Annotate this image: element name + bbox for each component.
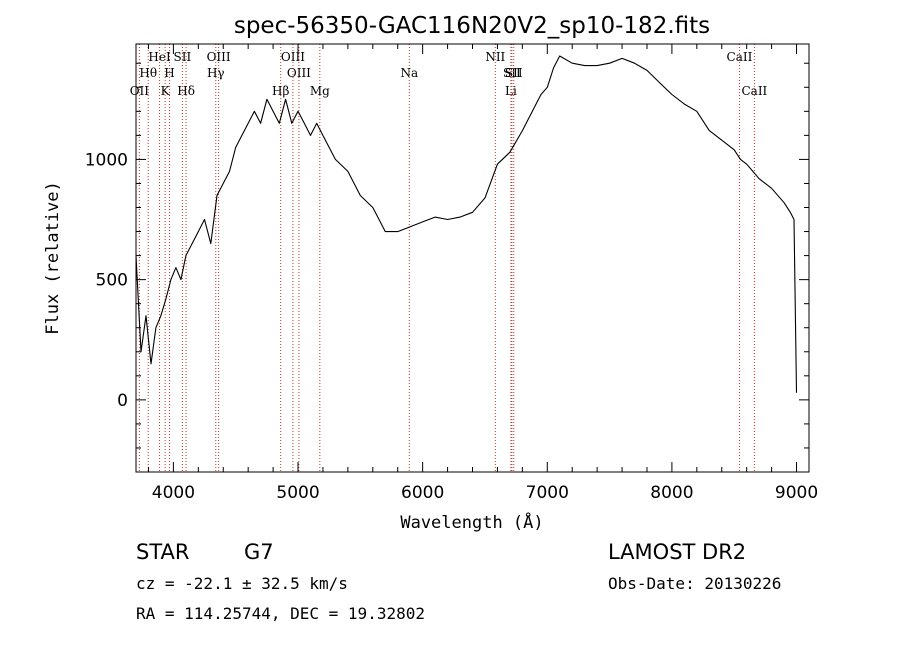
y-tick-label: 0 [117, 391, 128, 411]
x-axis-label: Wavelength (Å) [400, 511, 543, 533]
spectral-line-label: OIII [207, 50, 231, 64]
spectral-line-label: CaII [727, 50, 753, 64]
spectral-line-label: NII [485, 50, 505, 64]
redshift-readout: cz = -22.1 ± 32.5 km/s [136, 574, 348, 593]
spectral-line-label: HeI [148, 50, 171, 64]
x-tick-label: 9000 [775, 483, 818, 503]
x-tick-label: 8000 [650, 483, 693, 503]
spectral-line-label: Mg [310, 84, 330, 98]
spectral-line-label: H [164, 66, 174, 80]
axis-ticks-layer: 4000 5000 6000 7000 8000 9000 0 500 1000 [85, 44, 818, 503]
spectral-line-label: Hθ [139, 66, 157, 80]
y-tick-label: 1000 [85, 150, 128, 170]
spectral-line-label: OIII [287, 66, 311, 80]
spectral-line-label: OII [130, 84, 150, 98]
spectral-line-label: OIII [281, 50, 305, 64]
spectral-line-label: Hβ [272, 84, 289, 98]
observation-date: Obs-Date: 20130226 [608, 574, 782, 593]
spectral-line-label: Hγ [207, 66, 225, 80]
spectral-line-label: Li [505, 84, 517, 98]
spectral-line-label: K [161, 84, 171, 98]
coordinates-readout: RA = 114.25744, DEC = 19.32802 [136, 604, 425, 623]
y-tick-label: 500 [96, 271, 128, 291]
spectral-line-label: SII [505, 66, 523, 80]
x-tick-label: 7000 [526, 483, 569, 503]
spectral-line-label: Na [400, 66, 418, 80]
x-tick-label: 6000 [401, 483, 444, 503]
series-line-flux [135, 55, 798, 393]
y-axis-label: Flux (relative) [43, 181, 63, 335]
spectral-line-label: Hδ [177, 84, 195, 98]
spectral-line-label: SII [174, 50, 192, 64]
spectral-lines-layer: OIIHθHeIKHSIIHδOIIIHγHβOIIIOIIIMgNaNIILi… [130, 44, 768, 472]
series-layer [135, 55, 798, 393]
plot-frame [135, 43, 810, 473]
spectral-line-label: SII [503, 66, 521, 80]
survey-name: LAMOST DR2 [608, 540, 747, 564]
x-tick-label: 5000 [276, 483, 319, 503]
x-tick-label: 4000 [152, 483, 195, 503]
chart-title: spec-56350-GAC116N20V2_sp10-182.fits [234, 13, 710, 39]
object-class: STAR [136, 540, 190, 564]
spectral-line-label: CaII [741, 84, 767, 98]
object-subclass: G7 [244, 540, 274, 564]
